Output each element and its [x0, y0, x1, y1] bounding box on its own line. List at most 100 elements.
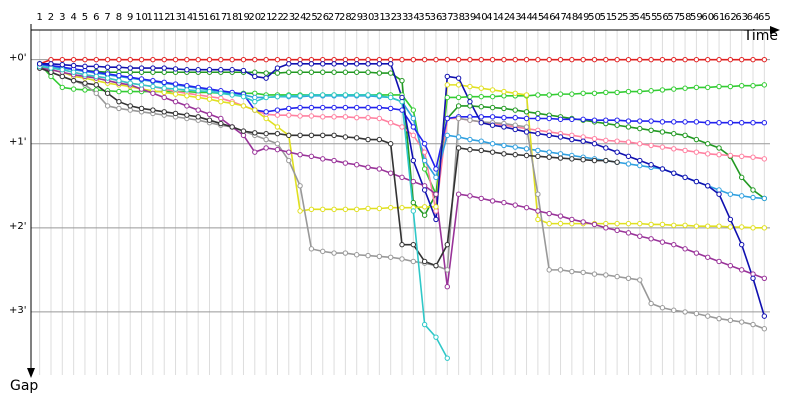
data-point [308, 104, 315, 111]
data-point [421, 56, 428, 63]
data-point [705, 313, 711, 319]
data-point [637, 277, 643, 283]
data-point [557, 267, 564, 273]
data-point [716, 145, 722, 151]
data-point [761, 82, 768, 88]
data-point [614, 159, 620, 165]
data-point [274, 141, 281, 147]
data-point [727, 262, 734, 269]
x-tick-label: 62 [724, 12, 737, 23]
data-point [127, 103, 133, 109]
data-point [365, 104, 371, 111]
series-line [39, 67, 618, 267]
data-point [444, 283, 450, 290]
data-point [263, 130, 269, 137]
data-point [184, 112, 190, 118]
data-point [523, 204, 530, 211]
data-point [421, 321, 428, 328]
data-point [433, 191, 439, 197]
data-point [195, 107, 201, 113]
data-point [387, 254, 394, 260]
x-tick-label: 32 [384, 12, 397, 23]
x-tick-label: 43 [509, 12, 522, 23]
data-point [116, 98, 122, 105]
data-point [274, 146, 281, 153]
data-point [116, 72, 122, 79]
data-point [421, 258, 428, 265]
data-point [659, 129, 666, 135]
data-point [387, 141, 394, 147]
data-point [693, 223, 700, 229]
data-point [761, 225, 768, 231]
x-tick-label: 41 [486, 12, 499, 23]
data-point [274, 70, 281, 76]
data-point [161, 79, 167, 86]
data-point [184, 87, 190, 93]
y-tick-label: +3' [9, 305, 27, 316]
data-point [229, 92, 235, 98]
data-point [738, 174, 745, 181]
data-point [240, 128, 247, 134]
data-point [467, 193, 473, 199]
data-point [591, 117, 598, 123]
data-point [569, 116, 575, 123]
x-tick-label: 29 [350, 12, 363, 23]
data-point [387, 204, 394, 211]
data-point [365, 164, 371, 170]
data-point [535, 191, 541, 197]
data-point [535, 153, 541, 160]
data-point [455, 94, 462, 101]
data-point [614, 89, 620, 96]
data-point [252, 107, 258, 113]
data-point [263, 70, 269, 76]
data-point [546, 149, 552, 155]
data-point [682, 119, 688, 125]
data-point [127, 88, 133, 95]
data-point [648, 56, 654, 63]
data-point [229, 124, 235, 130]
data-point [184, 103, 190, 109]
data-point [716, 258, 722, 265]
data-point [399, 94, 405, 101]
data-point [387, 105, 394, 112]
data-point [161, 109, 167, 115]
data-point [501, 151, 507, 157]
data-point [557, 155, 564, 161]
data-point [59, 84, 66, 91]
data-point [716, 120, 722, 126]
data-point [48, 61, 54, 67]
data-point [603, 225, 609, 231]
data-point [286, 112, 292, 118]
data-point [433, 174, 439, 181]
data-point [376, 70, 383, 76]
data-point [637, 157, 643, 164]
y-tick-label: +0' [9, 53, 27, 64]
data-point [478, 120, 484, 126]
data-point [512, 56, 518, 63]
data-point [376, 166, 383, 172]
x-tick-label: 42 [498, 12, 511, 23]
data-point [546, 267, 552, 273]
data-point [591, 135, 598, 142]
x-tick-label: 7 [104, 12, 110, 23]
data-point [603, 89, 609, 96]
data-point [637, 56, 643, 63]
data-point [82, 56, 88, 63]
data-point [569, 268, 575, 275]
data-point [274, 112, 281, 118]
data-point [172, 91, 179, 97]
x-tick-label: 6 [93, 12, 99, 23]
data-point [410, 178, 417, 185]
data-point [421, 187, 428, 193]
data-point [320, 206, 326, 213]
data-point [682, 222, 688, 229]
data-point [297, 69, 303, 75]
x-tick-label: 65 [758, 12, 771, 23]
data-point [603, 145, 609, 151]
data-point [614, 117, 620, 123]
data-point [297, 151, 303, 158]
data-point [354, 252, 360, 258]
data-point [591, 90, 598, 96]
data-point [433, 204, 439, 210]
data-point [501, 88, 507, 95]
